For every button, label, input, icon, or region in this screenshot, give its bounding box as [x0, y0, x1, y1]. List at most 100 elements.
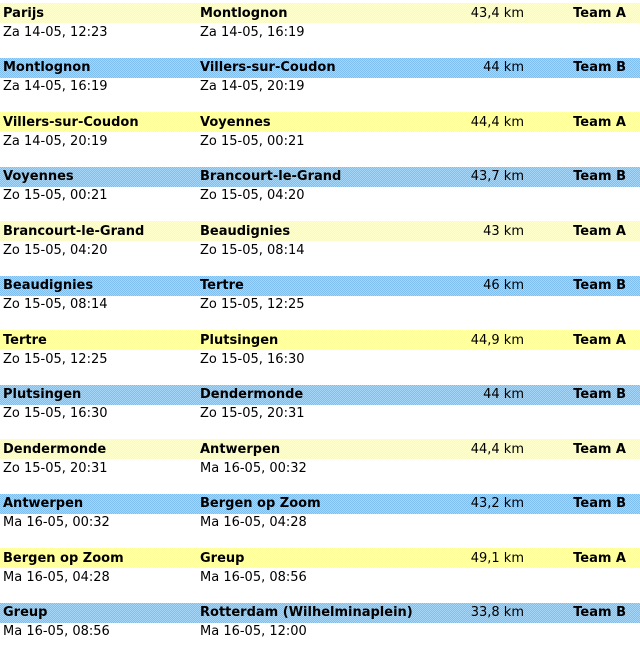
leg-to-name: Brancourt-le-Grand [200, 169, 342, 184]
leg-team-label: Team A [573, 223, 626, 239]
leg-to-time: Za 14-05, 16:19 [200, 24, 305, 40]
leg-from-name: Bergen op Zoom [3, 550, 124, 566]
leg-to-name: Villers-sur-Coudon [200, 60, 336, 75]
leg-team-label: Team A [573, 441, 626, 457]
leg-times-row: Ma 16-05, 00:32 Ma 16-05, 04:28 [0, 514, 640, 532]
leg-header-band: Greup Rotterdam (Wilhelminaplein) 33,8 k… [0, 602, 640, 623]
leg-row: Greup Rotterdam (Wilhelminaplein) 33,8 k… [0, 602, 640, 641]
leg-distance: 44,4 km [470, 441, 524, 457]
leg-header-band: Tertre Plutsingen 44,9 km Team A [0, 330, 640, 350]
leg-to-time: Za 14-05, 20:19 [200, 79, 305, 94]
leg-times-row: Ma 16-05, 04:28 Ma 16-05, 08:56 [0, 568, 640, 586]
leg-team-label: Team B [573, 605, 626, 620]
leg-from-time: Ma 16-05, 00:32 [3, 515, 110, 530]
leg-from-name: Villers-sur-Coudon [3, 114, 139, 130]
leg-row: Bergen op Zoom Greup 49,1 km Team A Ma 1… [0, 548, 640, 586]
leg-to-time: Zo 15-05, 12:25 [200, 297, 305, 312]
leg-from-name: Plutsingen [3, 387, 82, 402]
leg-row: Brancourt-le-Grand Beaudignies 43 km Tea… [0, 221, 640, 259]
leg-from-time: Zo 15-05, 16:30 [3, 406, 108, 421]
leg-times-row: Za 14-05, 12:23 Za 14-05, 16:19 [0, 23, 640, 41]
leg-header-band: Bergen op Zoom Greup 49,1 km Team A [0, 548, 640, 568]
leg-from-name: Parijs [3, 5, 45, 21]
leg-to-time: Zo 15-05, 04:20 [200, 188, 305, 203]
leg-from-time: Zo 15-05, 12:25 [3, 351, 108, 367]
leg-times-row: Zo 15-05, 16:30 Zo 15-05, 20:31 [0, 405, 640, 423]
leg-from-time: Zo 15-05, 04:20 [3, 242, 108, 258]
leg-from-time: Za 14-05, 20:19 [3, 133, 108, 149]
leg-team-label: Team A [573, 550, 626, 566]
leg-from-name: Greup [3, 605, 48, 620]
leg-distance: 49,1 km [470, 550, 524, 566]
leg-times-row: Ma 16-05, 08:56 Ma 16-05, 12:00 [0, 623, 640, 641]
leg-header-band: Brancourt-le-Grand Beaudignies 43 km Tea… [0, 221, 640, 241]
leg-row: Villers-sur-Coudon Voyennes 44,4 km Team… [0, 112, 640, 150]
leg-distance: 43 km [483, 223, 524, 239]
leg-distance: 46 km [483, 278, 524, 293]
leg-row: Dendermonde Antwerpen 44,4 km Team A Zo … [0, 439, 640, 477]
leg-distance: 44 km [483, 60, 524, 75]
leg-times-row: Zo 15-05, 08:14 Zo 15-05, 12:25 [0, 296, 640, 314]
leg-row: Montlognon Villers-sur-Coudon 44 km Team… [0, 57, 640, 96]
leg-to-time: Ma 16-05, 04:28 [200, 515, 307, 530]
leg-row: Parijs Montlognon 43,4 km Team A Za 14-0… [0, 3, 640, 41]
leg-from-name: Voyennes [3, 169, 74, 184]
leg-from-name: Dendermonde [3, 441, 107, 457]
leg-times-row: Za 14-05, 16:19 Za 14-05, 20:19 [0, 78, 640, 96]
leg-distance: 44,9 km [470, 332, 524, 348]
leg-distance: 44,4 km [470, 114, 524, 130]
leg-to-name: Bergen op Zoom [200, 496, 321, 511]
leg-header-band: Plutsingen Dendermonde 44 km Team B [0, 384, 640, 405]
leg-to-time: Ma 16-05, 12:00 [200, 624, 307, 639]
leg-to-name: Dendermonde [200, 387, 304, 402]
leg-header-band: Voyennes Brancourt-le-Grand 43,7 km Team… [0, 166, 640, 187]
leg-from-time: Za 14-05, 12:23 [3, 24, 108, 40]
leg-from-time: Ma 16-05, 04:28 [3, 569, 110, 585]
leg-from-time: Ma 16-05, 08:56 [3, 624, 110, 639]
leg-team-label: Team B [573, 60, 626, 75]
leg-to-name: Tertre [200, 278, 244, 293]
leg-distance: 43,7 km [470, 169, 524, 184]
leg-row: Beaudignies Tertre 46 km Team B Zo 15-05… [0, 275, 640, 314]
leg-times-row: Zo 15-05, 04:20 Zo 15-05, 08:14 [0, 241, 640, 259]
leg-team-label: Team B [573, 278, 626, 293]
leg-header-band: Parijs Montlognon 43,4 km Team A [0, 3, 640, 23]
leg-to-name: Montlognon [200, 5, 288, 21]
leg-team-label: Team A [573, 5, 626, 21]
leg-from-name: Brancourt-le-Grand [3, 223, 145, 239]
leg-from-time: Zo 15-05, 08:14 [3, 297, 108, 312]
leg-header-band: Beaudignies Tertre 46 km Team B [0, 275, 640, 296]
leg-times-row: Zo 15-05, 12:25 Zo 15-05, 16:30 [0, 350, 640, 368]
leg-row: Tertre Plutsingen 44,9 km Team A Zo 15-0… [0, 330, 640, 368]
leg-header-band: Dendermonde Antwerpen 44,4 km Team A [0, 439, 640, 459]
leg-team-label: Team A [573, 114, 626, 130]
leg-from-time: Zo 15-05, 20:31 [3, 460, 108, 476]
leg-to-name: Greup [200, 550, 245, 566]
leg-team-label: Team B [573, 387, 626, 402]
leg-team-label: Team B [573, 496, 626, 511]
leg-to-time: Zo 15-05, 20:31 [200, 406, 305, 421]
leg-distance: 43,2 km [470, 496, 524, 511]
leg-header-band: Villers-sur-Coudon Voyennes 44,4 km Team… [0, 112, 640, 132]
leg-to-name: Rotterdam (Wilhelminaplein) [200, 605, 413, 620]
leg-distance: 43,4 km [470, 5, 524, 21]
leg-to-name: Antwerpen [200, 441, 281, 457]
leg-to-name: Voyennes [200, 114, 271, 130]
leg-times-row: Zo 15-05, 00:21 Zo 15-05, 04:20 [0, 187, 640, 205]
leg-distance: 44 km [483, 387, 524, 402]
leg-to-time: Zo 15-05, 16:30 [200, 351, 305, 367]
leg-to-time: Zo 15-05, 08:14 [200, 242, 305, 258]
leg-to-name: Plutsingen [200, 332, 279, 348]
leg-to-time: Zo 15-05, 00:21 [200, 133, 305, 149]
leg-team-label: Team B [573, 169, 626, 184]
leg-from-name: Tertre [3, 332, 47, 348]
leg-team-label: Team A [573, 332, 626, 348]
leg-to-time: Ma 16-05, 08:56 [200, 569, 307, 585]
leg-from-time: Za 14-05, 16:19 [3, 79, 108, 94]
leg-row: Plutsingen Dendermonde 44 km Team B Zo 1… [0, 384, 640, 423]
leg-from-name: Antwerpen [3, 496, 84, 511]
leg-from-name: Montlognon [3, 60, 91, 75]
leg-header-band: Montlognon Villers-sur-Coudon 44 km Team… [0, 57, 640, 78]
leg-times-row: Za 14-05, 20:19 Zo 15-05, 00:21 [0, 132, 640, 150]
leg-to-time: Ma 16-05, 00:32 [200, 460, 307, 476]
